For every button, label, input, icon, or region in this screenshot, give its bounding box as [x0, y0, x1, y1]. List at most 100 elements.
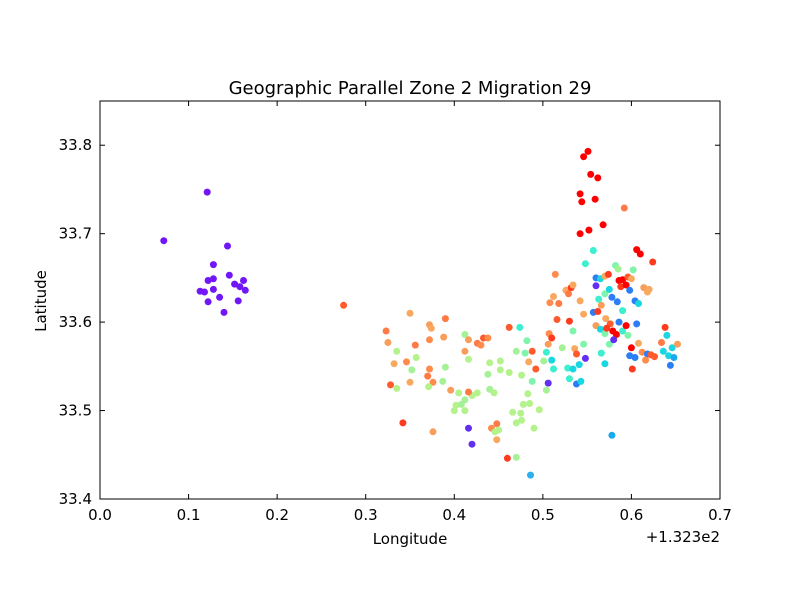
data-point-15 [204, 298, 212, 306]
y-tick-label-4: 33.8 [59, 136, 92, 154]
data-point-48 [484, 334, 492, 342]
data-point-33 [426, 365, 433, 373]
data-point-31 [390, 360, 398, 368]
data-point-141 [581, 260, 589, 268]
data-point-94 [525, 358, 533, 366]
data-point-118 [569, 327, 577, 335]
data-point-29 [412, 354, 420, 361]
x-tick-label-3: 0.3 [354, 506, 378, 524]
data-point-178 [626, 286, 634, 294]
data-point-68 [490, 389, 498, 397]
data-point-43 [429, 428, 437, 436]
data-point-25 [440, 333, 448, 341]
data-point-8 [231, 280, 239, 288]
data-point-161 [603, 324, 611, 332]
data-point-42 [399, 419, 407, 427]
data-point-75 [468, 440, 476, 448]
data-point-210 [666, 361, 674, 369]
data-point-45 [465, 336, 472, 344]
data-point-121 [564, 364, 572, 372]
data-point-183 [622, 322, 630, 330]
data-point-135 [587, 170, 595, 178]
data-point-82 [518, 416, 526, 424]
data-point-207 [659, 347, 667, 355]
data-point-96 [532, 365, 540, 373]
data-point-41 [393, 384, 401, 392]
y-tick-label-3: 33.7 [59, 225, 92, 243]
data-point-5 [209, 275, 217, 283]
data-point-86 [524, 390, 532, 398]
data-point-57 [447, 386, 455, 394]
data-point-79 [509, 408, 517, 416]
data-point-44 [461, 331, 469, 338]
data-point-163 [612, 331, 620, 338]
data-point-136 [594, 174, 602, 182]
data-point-78 [527, 471, 534, 479]
data-point-159 [596, 325, 604, 333]
data-point-128 [581, 354, 589, 362]
data-point-7 [240, 277, 247, 284]
x-axis-label: Longitude [373, 530, 448, 548]
data-point-160 [601, 330, 609, 338]
data-point-173 [619, 276, 627, 284]
data-point-154 [594, 308, 602, 315]
data-point-119 [571, 345, 579, 353]
y-axis-label: Latitude [32, 270, 50, 332]
data-point-24 [441, 315, 449, 323]
data-point-83 [530, 424, 538, 432]
data-point-38 [406, 378, 414, 386]
data-point-107 [553, 316, 561, 323]
data-point-199 [649, 258, 657, 266]
y-tick-label-2: 33.6 [59, 313, 92, 331]
x-tick-label-5: 0.5 [531, 506, 555, 524]
data-point-2 [224, 242, 231, 250]
data-point-186 [626, 352, 634, 360]
x-axis-offset-label: +1.323e2 [646, 528, 720, 546]
data-point-95 [518, 371, 526, 379]
data-point-131 [576, 190, 584, 198]
x-tick-label-6: 0.6 [619, 506, 643, 524]
data-point-106 [548, 334, 556, 342]
data-point-64 [450, 407, 458, 415]
data-point-150 [601, 290, 609, 298]
data-point-89 [516, 323, 524, 331]
data-point-184 [624, 331, 632, 339]
data-point-194 [635, 339, 642, 347]
data-point-165 [610, 336, 618, 344]
data-point-102 [544, 379, 552, 387]
data-point-77 [512, 453, 520, 461]
data-point-114 [565, 290, 572, 298]
data-point-91 [528, 347, 536, 355]
data-point-16 [234, 297, 242, 305]
data-point-58 [455, 389, 463, 397]
data-point-109 [550, 293, 557, 300]
data-point-74 [465, 424, 472, 432]
data-point-17 [220, 308, 228, 316]
x-tick-label-1: 0.1 [177, 506, 201, 524]
data-point-11 [209, 285, 217, 293]
data-point-143 [620, 204, 628, 212]
data-point-139 [576, 230, 584, 238]
data-point-65 [461, 407, 469, 415]
data-point-21 [406, 309, 414, 317]
data-point-87 [535, 406, 543, 414]
data-point-61 [473, 389, 481, 397]
y-tick-label-1: 33.5 [59, 402, 92, 420]
data-point-155 [597, 301, 605, 309]
data-point-40 [387, 381, 394, 389]
data-point-172 [617, 283, 625, 291]
data-point-166 [597, 349, 605, 357]
data-point-188 [631, 354, 639, 361]
data-point-211 [670, 354, 678, 361]
data-point-151 [605, 285, 613, 293]
data-point-9 [236, 283, 244, 291]
data-point-164 [605, 340, 613, 348]
data-point-39 [425, 383, 433, 391]
data-point-76 [503, 454, 511, 462]
data-point-130 [580, 310, 588, 318]
data-point-132 [578, 198, 586, 206]
data-point-120 [573, 350, 580, 358]
